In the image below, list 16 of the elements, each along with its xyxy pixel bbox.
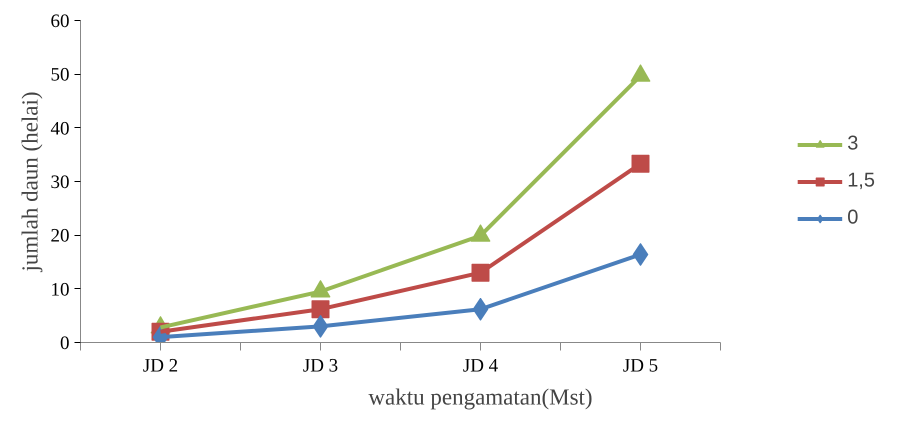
x-tick-label: JD 4 bbox=[462, 356, 499, 376]
legend-label: 0 bbox=[847, 206, 860, 230]
y-tick-label: 60 bbox=[50, 11, 70, 32]
y-tick-label: 50 bbox=[50, 64, 70, 86]
y-axis-title: jumlah daun (helai) bbox=[18, 91, 42, 273]
x-axis-title: waktu pengamatan(Mst) bbox=[368, 384, 593, 410]
y-tick-label: 20 bbox=[50, 226, 70, 247]
x-tick-label: JD 2 bbox=[142, 356, 178, 376]
y-tick-label: 30 bbox=[50, 172, 70, 193]
y-tick-label: 40 bbox=[50, 118, 70, 140]
y-tick-label: 0 bbox=[60, 333, 70, 354]
legend-label: 3 bbox=[847, 132, 860, 156]
x-tick-label: JD 3 bbox=[302, 356, 338, 376]
legend-label: 1,5 bbox=[847, 170, 875, 192]
x-tick-label: JD 5 bbox=[622, 356, 658, 376]
y-tick-label: 10 bbox=[50, 279, 70, 300]
